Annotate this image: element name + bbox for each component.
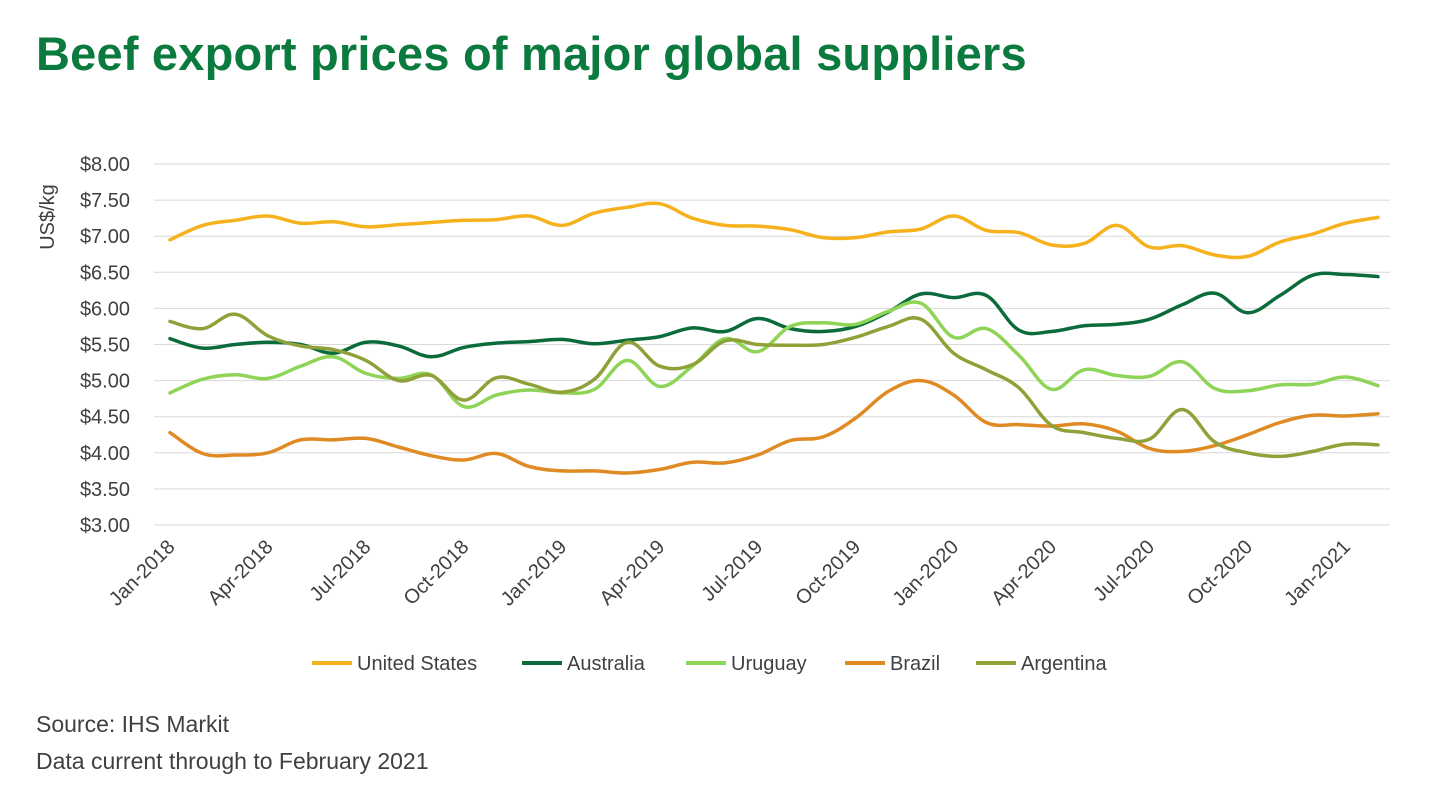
data-currency-note: Data current through to February 2021 xyxy=(36,748,429,774)
source-note: Source: IHS Markit xyxy=(36,711,229,737)
x-tick-label: Jul-2018 xyxy=(306,536,376,606)
legend-label: Australia xyxy=(567,653,646,675)
x-tick-label: Jul-2020 xyxy=(1089,536,1159,606)
y-tick-label: $3.50 xyxy=(80,479,130,501)
y-axis-ticks: $3.00 $3.50 $4.00 $4.50 $5.00 $5.50 $6.00 $6.50… xyxy=(80,154,130,537)
y-tick-label: $8.00 xyxy=(80,154,130,176)
y-axis-label: US$/kg xyxy=(37,184,59,250)
series-line-brazil xyxy=(168,378,1380,475)
series-line-united-states xyxy=(168,201,1380,260)
legend-label: Brazil xyxy=(890,653,940,675)
legend-label: Argentina xyxy=(1021,653,1107,675)
y-tick-label: $3.00 xyxy=(80,515,130,537)
series-line-uruguay xyxy=(168,300,1380,409)
x-tick-label: Apr-2018 xyxy=(204,536,278,610)
legend-label: Uruguay xyxy=(731,653,807,675)
y-tick-label: $7.00 xyxy=(80,226,130,248)
y-tick-label: $7.50 xyxy=(80,190,130,212)
y-tick-label: $6.50 xyxy=(80,262,130,284)
x-tick-label: Jan-2020 xyxy=(889,536,964,611)
x-tick-label: Oct-2018 xyxy=(400,536,474,610)
x-tick-label: Oct-2019 xyxy=(791,536,865,610)
y-tick-label: $5.00 xyxy=(80,371,130,393)
legend-label: United States xyxy=(357,653,477,675)
series-line-argentina xyxy=(168,312,1380,459)
chart-title: Beef export prices of major global suppl… xyxy=(36,27,1027,80)
x-axis-ticks: Jan-2018 Apr-2018 Jul-2018 Oct-2018 Jan-2019… xyxy=(105,536,1355,611)
y-tick-label: $5.50 xyxy=(80,335,130,357)
x-tick-label: Jan-2018 xyxy=(105,536,180,611)
x-tick-label: Jul-2019 xyxy=(697,536,767,606)
legend: United States Australia Uruguay Brazil Argen… xyxy=(312,653,1107,675)
y-tick-label: $6.00 xyxy=(80,298,130,320)
x-tick-label: Oct-2020 xyxy=(1183,536,1257,610)
series-lines xyxy=(168,201,1380,475)
gridlines xyxy=(154,163,1390,526)
x-tick-label: Apr-2020 xyxy=(987,536,1061,610)
x-tick-label: Jan-2021 xyxy=(1280,536,1355,611)
y-tick-label: $4.00 xyxy=(80,443,130,465)
y-tick-label: $4.50 xyxy=(80,407,130,429)
x-tick-label: Jan-2019 xyxy=(497,536,572,611)
x-tick-label: Apr-2019 xyxy=(596,536,670,610)
series-line-australia xyxy=(168,271,1380,359)
